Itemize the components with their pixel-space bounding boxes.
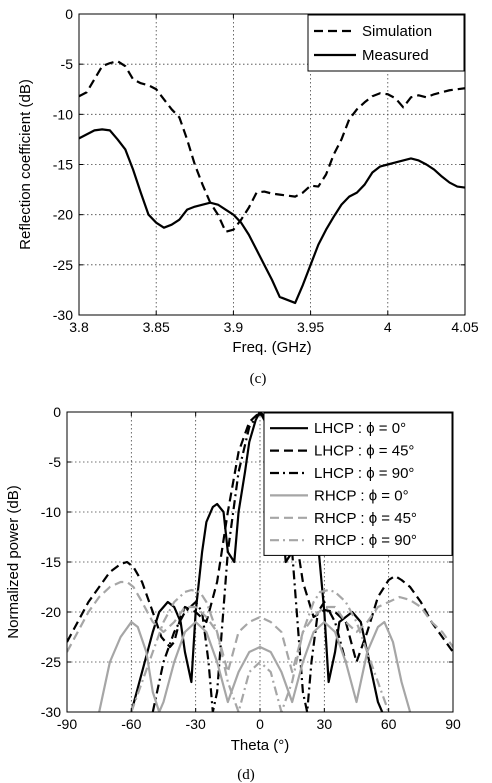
y-tick-label: -20 [53, 207, 73, 223]
legend: LHCP : ϕ = 0° LHCP : ϕ = 45° LHCP : ϕ = 90… [263, 412, 453, 556]
legend: Simulation Measured [307, 14, 465, 72]
series-line-6 [130, 588, 390, 712]
x-tick-label: 4.05 [451, 319, 478, 335]
chart-c: 3.8 3.85 3.9 3.95 4 4.05 0 -5 -10 -15 -20 -25 -30 Fre… [17, 6, 479, 387]
y-tick-label: -15 [53, 157, 73, 173]
legend-entry: RHCP : ϕ = 45° [314, 510, 417, 527]
legend-entry: LHCP : ϕ = 90° [314, 465, 414, 482]
chart-d: -90 -60 -30 0 30 60 90 0 -5 -10 -15 -20 -25 -30 Theta … [5, 404, 461, 783]
x-tick-label: 3.9 [224, 319, 244, 335]
y-tick-label: -25 [41, 654, 61, 670]
x-tick-label: 0 [256, 716, 264, 732]
series-line-2 [67, 412, 453, 664]
y-tick-label: -10 [53, 106, 73, 122]
legend-entry: RHCP : ϕ = 90° [314, 532, 417, 549]
y-axis-title: Reflection coefficient (dB) [17, 79, 34, 250]
x-tick-label: 30 [317, 716, 333, 732]
x-axis-title: Theta (°) [231, 737, 290, 754]
y-tick-label: -30 [41, 704, 61, 720]
y-tick-label: -10 [41, 504, 61, 520]
series-line-4 [98, 620, 412, 712]
y-tick-label: 0 [65, 6, 73, 22]
y-tick-label: -25 [53, 257, 73, 273]
legend-entry: LHCP : ϕ = 0° [314, 420, 406, 437]
series-group [67, 412, 453, 712]
legend-entry: RHCP : ϕ = 0° [314, 487, 409, 504]
x-tick-label: -90 [57, 716, 77, 732]
x-tick-label: 3.95 [297, 319, 324, 335]
x-tick-label: 3.85 [143, 319, 170, 335]
x-tick-label: 90 [445, 716, 461, 732]
series-line-3 [151, 412, 347, 712]
series-line-1 [130, 412, 384, 712]
legend-entry: Simulation [362, 23, 432, 40]
legend-box [307, 14, 465, 72]
figure-caption: (d) [237, 767, 255, 783]
series-line-5 [67, 580, 453, 674]
x-tick-label: 4 [384, 319, 392, 335]
y-tick-label: -5 [49, 454, 62, 470]
series-line-1 [79, 60, 465, 233]
x-tick-label: 60 [381, 716, 397, 732]
x-tick-label: 3.8 [69, 319, 89, 335]
y-tick-label: -20 [41, 604, 61, 620]
legend-entry: LHCP : ϕ = 45° [314, 443, 414, 460]
y-tick-label: -30 [53, 307, 73, 323]
x-axis-title: Freq. (GHz) [232, 339, 311, 356]
y-tick-label: -15 [41, 554, 61, 570]
y-tick-label: 0 [53, 404, 61, 420]
x-tick-label: -30 [186, 716, 206, 732]
series-line-2 [79, 128, 465, 305]
legend-entry: Measured [362, 47, 429, 64]
series-group [79, 60, 465, 305]
x-tick-label: -60 [121, 716, 141, 732]
y-axis-title: Normalized power (dB) [5, 485, 22, 638]
y-tick-label: -5 [61, 56, 74, 72]
figure-caption: (c) [250, 371, 267, 387]
legend-box [263, 412, 453, 556]
